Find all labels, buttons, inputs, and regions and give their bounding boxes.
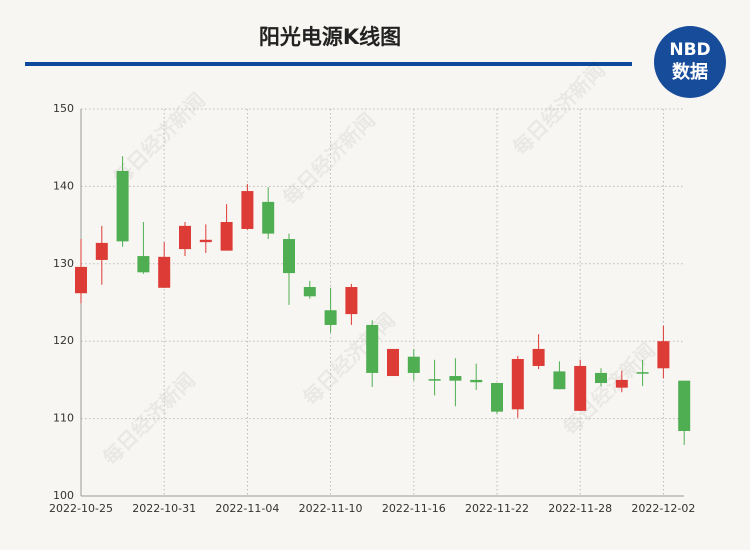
y-tick-label: 130 [53, 257, 74, 270]
x-tick-label: 2022-11-28 [548, 502, 612, 515]
candle-body [158, 256, 171, 288]
candle-body [116, 170, 129, 242]
candle-body [449, 376, 462, 381]
watermark: 每日经济新闻 [558, 338, 660, 440]
candle-body [595, 372, 607, 383]
x-tick-label: 2022-11-04 [215, 502, 279, 515]
candle-body [407, 356, 420, 373]
candle-body [615, 379, 628, 388]
candle-body [345, 287, 358, 315]
candle-body [241, 191, 254, 229]
candle-body [283, 239, 295, 274]
watermark: 每日经济新闻 [278, 108, 380, 210]
candle-body [657, 341, 670, 369]
logo-bottom: 数据 [672, 61, 708, 83]
candle-body [387, 348, 399, 377]
candle-body [303, 287, 316, 297]
candle-body [491, 382, 503, 412]
candle-body [678, 380, 691, 431]
title-rule [25, 62, 632, 66]
candle-body [511, 359, 524, 410]
x-tick-label: 2022-11-10 [299, 502, 363, 515]
candle-body [636, 372, 649, 374]
candle-body [75, 266, 87, 294]
candle-body [553, 371, 566, 390]
candle-body [199, 239, 212, 243]
logo [654, 26, 726, 98]
logo-top: NBD [669, 40, 710, 60]
y-tick-label: 100 [53, 489, 74, 502]
candle-body [179, 225, 191, 250]
candle-body [532, 348, 545, 366]
candle-body [574, 365, 587, 411]
candle-body [470, 379, 483, 383]
watermark: 每日经济新闻 [508, 58, 610, 160]
watermark: 每日经济新闻 [298, 308, 400, 410]
x-tick-label: 2022-10-31 [132, 502, 196, 515]
x-tick-label: 2022-10-25 [49, 502, 113, 515]
candle-body [366, 324, 379, 373]
candle-body [428, 379, 441, 381]
candle-body [220, 222, 233, 251]
x-tick-label: 2022-12-02 [631, 502, 695, 515]
x-tick-label: 2022-11-22 [465, 502, 529, 515]
x-tick-label: 2022-11-16 [382, 502, 446, 515]
y-tick-label: 150 [53, 102, 74, 115]
candle-body [324, 310, 337, 325]
chart-title: 阳光电源K线图 [259, 25, 401, 49]
candle-body [95, 242, 108, 260]
y-tick-label: 140 [53, 179, 74, 192]
y-tick-label: 120 [53, 334, 74, 347]
candle-body [262, 201, 275, 234]
candle-body [137, 256, 150, 273]
y-tick-label: 110 [53, 412, 74, 425]
